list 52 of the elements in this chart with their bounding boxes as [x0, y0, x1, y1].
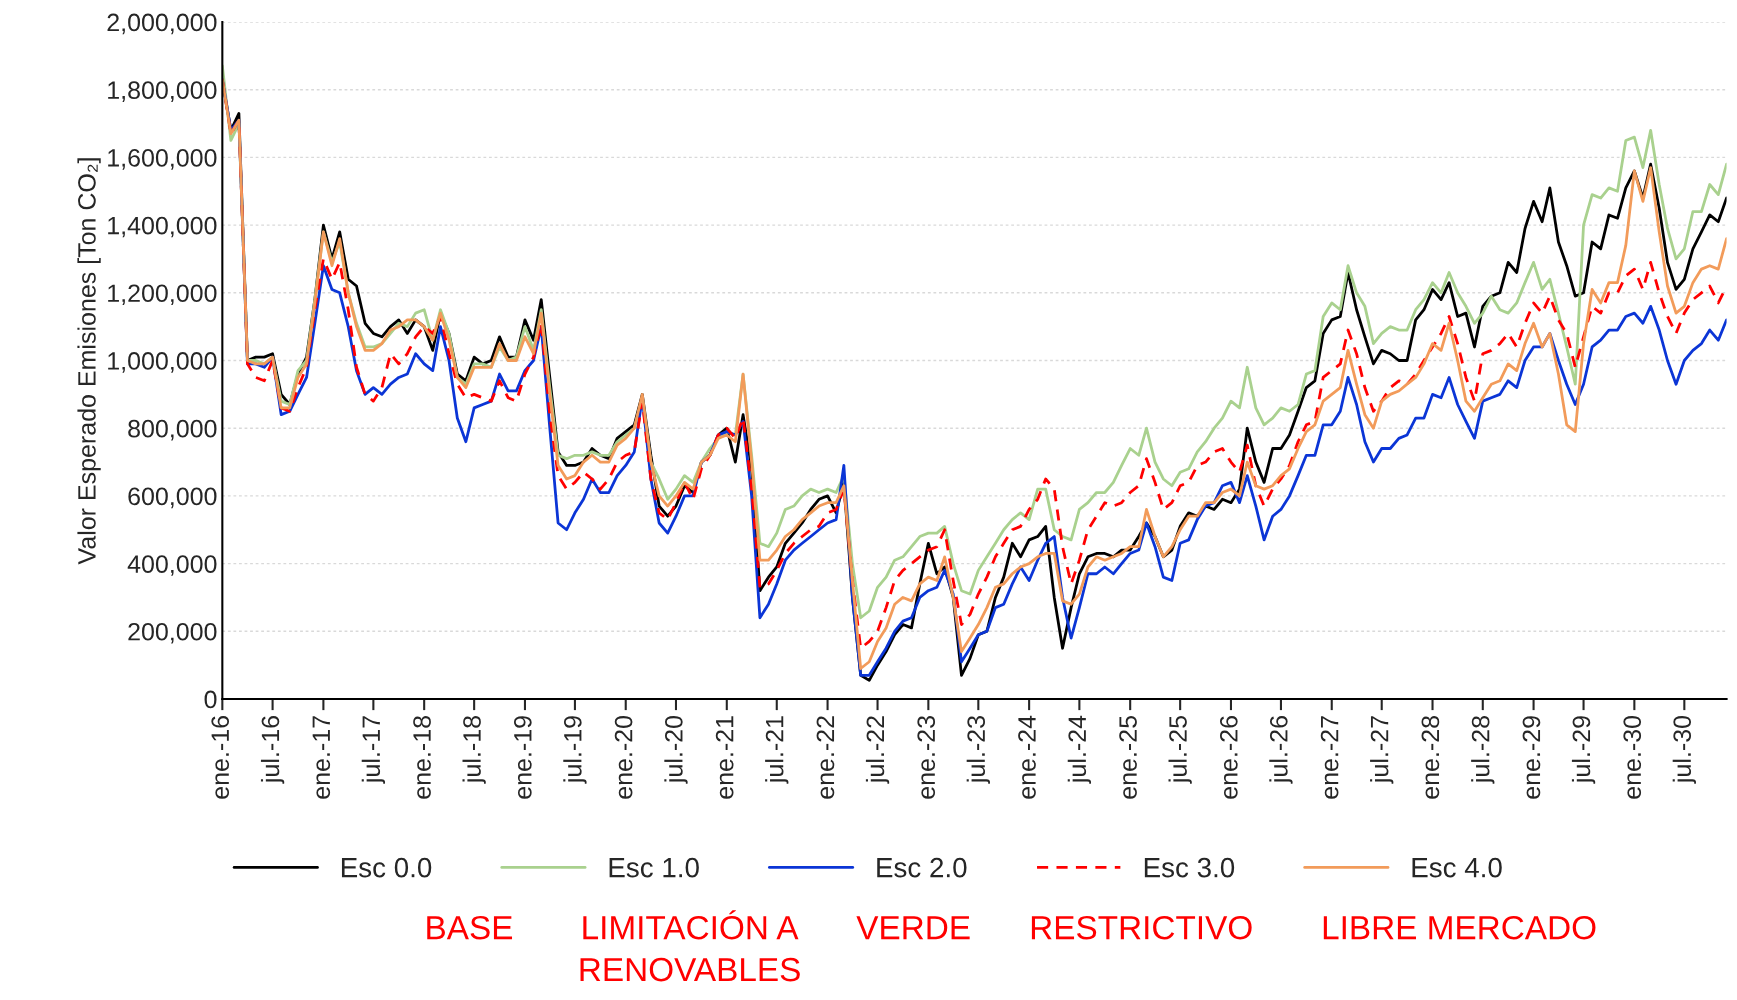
legend-label: Esc 3.0	[1144, 857, 1235, 878]
x-tick-label: jul.-22	[865, 716, 890, 784]
x-tick-label: ene.-28	[1421, 716, 1440, 799]
y-tick-label: 2,000,000	[107, 13, 217, 35]
y-tick-label: 1,600,000	[108, 149, 217, 170]
text: LIMITACIÓN A RENOVABLES	[580, 910, 800, 982]
x-tick-label: ene.-30	[1623, 715, 1642, 799]
y-tick-label: 400,000	[127, 555, 217, 576]
x-tick-label: jul.-27	[1370, 716, 1394, 784]
x-tick-label: jul.-20	[664, 715, 688, 784]
y-tick-label: 1,000,000	[108, 352, 217, 373]
x-tick-label: jul.-23	[966, 716, 990, 784]
legend-label: Esc 4.0	[1412, 857, 1502, 878]
x-tick-label: jul.-16	[260, 716, 285, 784]
x-tick-label: ene.-23	[917, 716, 936, 799]
y-tick-label: 200,000	[128, 622, 217, 644]
x-tick-label: ene.-19	[513, 716, 532, 799]
x-tick-label: jul.-28	[1471, 716, 1495, 784]
y-axis-title: Valor Esperado Emisiones [Ton CO₂]	[77, 158, 101, 565]
x-tick-label: ene.-24	[1018, 715, 1036, 799]
x-tick-label: ene.-20	[614, 715, 633, 799]
legend-label: Esc 2.0	[877, 857, 967, 878]
x-tick-label: jul.-18	[462, 716, 486, 784]
x-tick-label: jul.-24	[1067, 715, 1092, 784]
text: LIBRE MERCADO	[1323, 915, 1596, 940]
x-tick-label: ene.-26	[1219, 716, 1238, 799]
y-tick-label: 800,000	[128, 419, 217, 441]
x-tick-label: ene.-18	[413, 716, 431, 799]
text: RESTRICTIVO	[1031, 915, 1252, 940]
x-tick-label: jul.-30	[1672, 715, 1696, 784]
x-tick-label: jul.-29	[1571, 716, 1596, 784]
x-tick-label: jul.-17	[361, 716, 386, 784]
x-tick-label: jul.-26	[1269, 716, 1293, 784]
x-tick-label: jul.-25	[1168, 716, 1192, 784]
x-tick-label: jul.-21	[765, 716, 789, 784]
x-tick-label: ene.-17	[312, 716, 331, 799]
text: VERDE	[856, 916, 970, 940]
y-tick-label: 1,800,000	[108, 81, 217, 102]
x-tick-label: ene.-21	[715, 716, 734, 799]
x-tick-label: ene.-25	[1119, 716, 1137, 799]
x-tick-label: ene.-29	[1522, 716, 1541, 799]
y-tick-label: 600,000	[128, 487, 217, 509]
legend-label: Esc 0.0	[341, 857, 432, 878]
x-tick-label: ene.-22	[816, 716, 835, 799]
y-tick-label: 1,200,000	[108, 284, 217, 306]
y-tick-label: 0	[204, 690, 217, 709]
text: BASE	[427, 915, 513, 940]
x-tick-label: ene.-27	[1320, 716, 1339, 799]
legend-label: Esc 1.0	[609, 857, 699, 878]
x-tick-label: ene.-16	[211, 716, 230, 799]
x-tick-label: jul.-19	[563, 716, 587, 784]
y-tick-label: 1,400,000	[108, 216, 217, 238]
